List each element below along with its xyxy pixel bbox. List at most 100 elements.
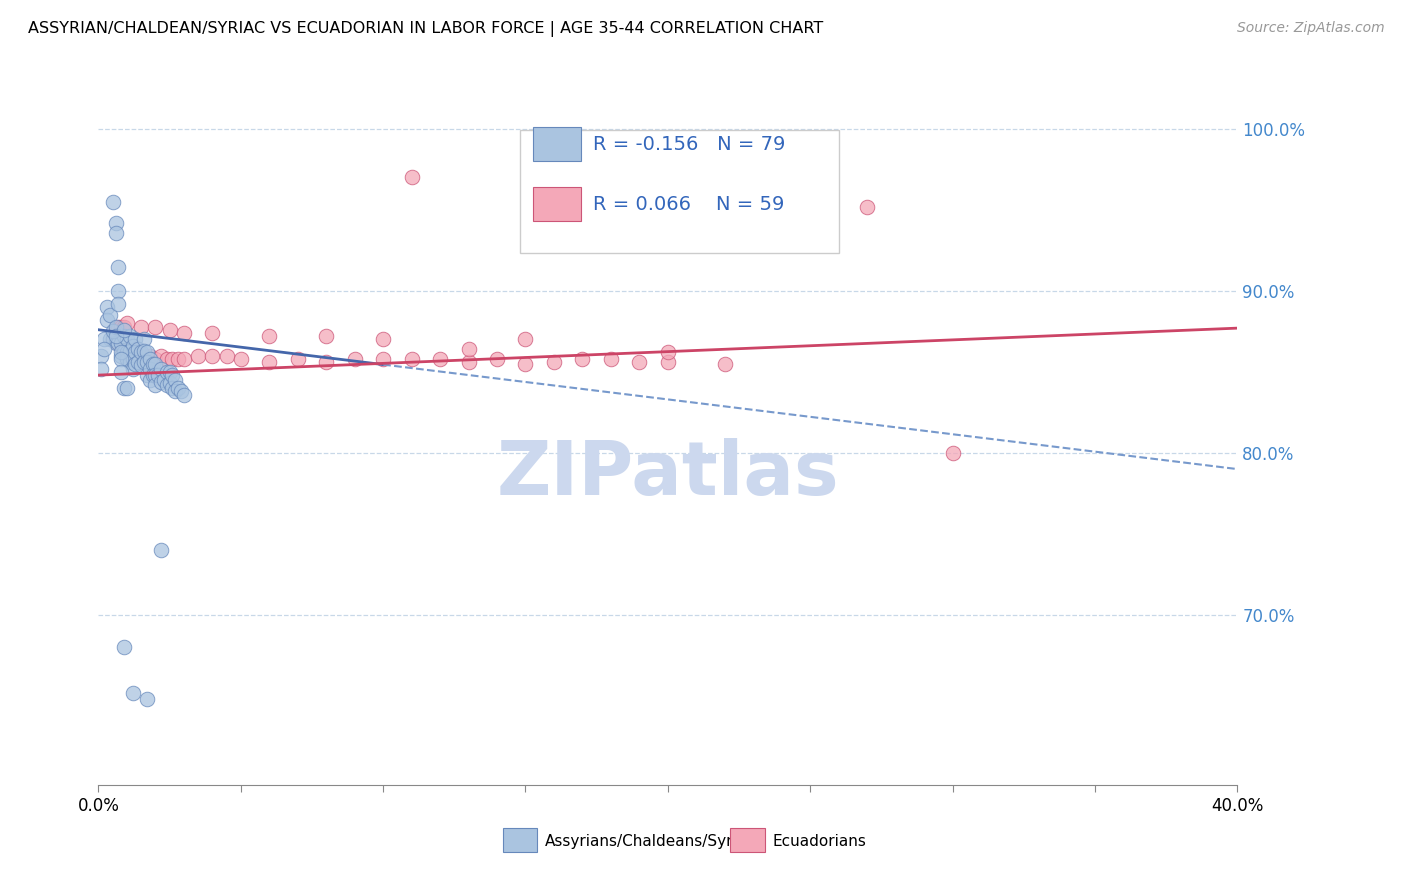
Point — [167, 381, 190, 395]
Text: R = -0.156   N = 79: R = -0.156 N = 79 — [593, 135, 785, 154]
Point — [165, 384, 187, 399]
Point — [93, 342, 115, 356]
Point — [129, 345, 152, 359]
Point — [121, 361, 143, 376]
Text: Ecuadorians: Ecuadorians — [773, 834, 866, 849]
Point — [115, 333, 138, 347]
Bar — [731, 828, 765, 852]
Point — [112, 345, 135, 359]
Point — [153, 373, 176, 387]
FancyBboxPatch shape — [520, 129, 839, 253]
Point — [112, 640, 135, 655]
Point — [104, 329, 127, 343]
Point — [145, 357, 167, 371]
Point — [159, 365, 181, 379]
Point — [104, 323, 127, 337]
Point — [124, 333, 146, 347]
Text: R = 0.066    N = 59: R = 0.066 N = 59 — [593, 194, 785, 214]
Point — [121, 339, 143, 353]
Point — [115, 345, 138, 359]
Point — [107, 319, 129, 334]
Point — [107, 297, 129, 311]
Text: ASSYRIAN/CHALDEAN/SYRIAC VS ECUADORIAN IN LABOR FORCE | AGE 35-44 CORRELATION CH: ASSYRIAN/CHALDEAN/SYRIAC VS ECUADORIAN I… — [28, 21, 824, 37]
Point — [132, 343, 155, 358]
Point — [145, 368, 167, 383]
Point — [132, 333, 155, 347]
Point — [127, 355, 149, 369]
Point — [124, 342, 146, 356]
Point — [628, 355, 651, 369]
Point — [457, 342, 479, 356]
Point — [173, 387, 195, 401]
Point — [124, 345, 146, 359]
Point — [141, 368, 163, 383]
Point — [135, 692, 157, 706]
Point — [107, 284, 129, 298]
Point — [315, 329, 337, 343]
Point — [373, 351, 395, 366]
Point — [856, 200, 879, 214]
Point — [156, 377, 179, 392]
Point — [112, 329, 135, 343]
Point — [162, 351, 184, 366]
Point — [124, 357, 146, 371]
Point — [110, 319, 132, 334]
Point — [215, 349, 238, 363]
Point — [110, 339, 132, 353]
Point — [515, 333, 537, 347]
Point — [112, 381, 135, 395]
Point — [429, 351, 451, 366]
Point — [150, 375, 173, 389]
Point — [135, 355, 157, 369]
Point — [101, 194, 124, 209]
Point — [90, 361, 112, 376]
Point — [112, 319, 135, 334]
Point — [457, 355, 479, 369]
Point — [145, 319, 167, 334]
Point — [714, 357, 737, 371]
Point — [486, 351, 509, 366]
Point — [118, 349, 141, 363]
Point — [98, 333, 121, 347]
Point — [127, 342, 149, 356]
Point — [138, 361, 160, 376]
Point — [148, 368, 170, 383]
Point — [107, 260, 129, 274]
Point — [141, 357, 163, 371]
Point — [110, 335, 132, 350]
Bar — [533, 187, 581, 221]
Point — [145, 351, 167, 366]
Point — [115, 381, 138, 395]
Point — [112, 323, 135, 337]
Point — [135, 345, 157, 359]
Text: Assyrians/Chaldeans/Syriacs: Assyrians/Chaldeans/Syriacs — [546, 834, 763, 849]
Point — [201, 326, 224, 340]
Bar — [503, 828, 537, 852]
Point — [115, 316, 138, 330]
Point — [135, 351, 157, 366]
Point — [110, 351, 132, 366]
Point — [101, 333, 124, 347]
Point — [138, 373, 160, 387]
Point — [373, 333, 395, 347]
Point — [101, 324, 124, 338]
Point — [159, 323, 181, 337]
Point — [107, 335, 129, 350]
Point — [259, 355, 281, 369]
Point — [127, 345, 149, 359]
Point — [90, 349, 112, 363]
Point — [657, 345, 679, 359]
Point — [156, 365, 179, 379]
Point — [145, 377, 167, 392]
Point — [104, 319, 127, 334]
Point — [156, 351, 179, 366]
Point — [110, 345, 132, 359]
Point — [159, 376, 181, 391]
Point — [104, 226, 127, 240]
Point — [942, 446, 965, 460]
Point — [150, 361, 173, 376]
Point — [150, 543, 173, 558]
Point — [121, 685, 143, 699]
Point — [110, 349, 132, 363]
Point — [129, 359, 152, 373]
